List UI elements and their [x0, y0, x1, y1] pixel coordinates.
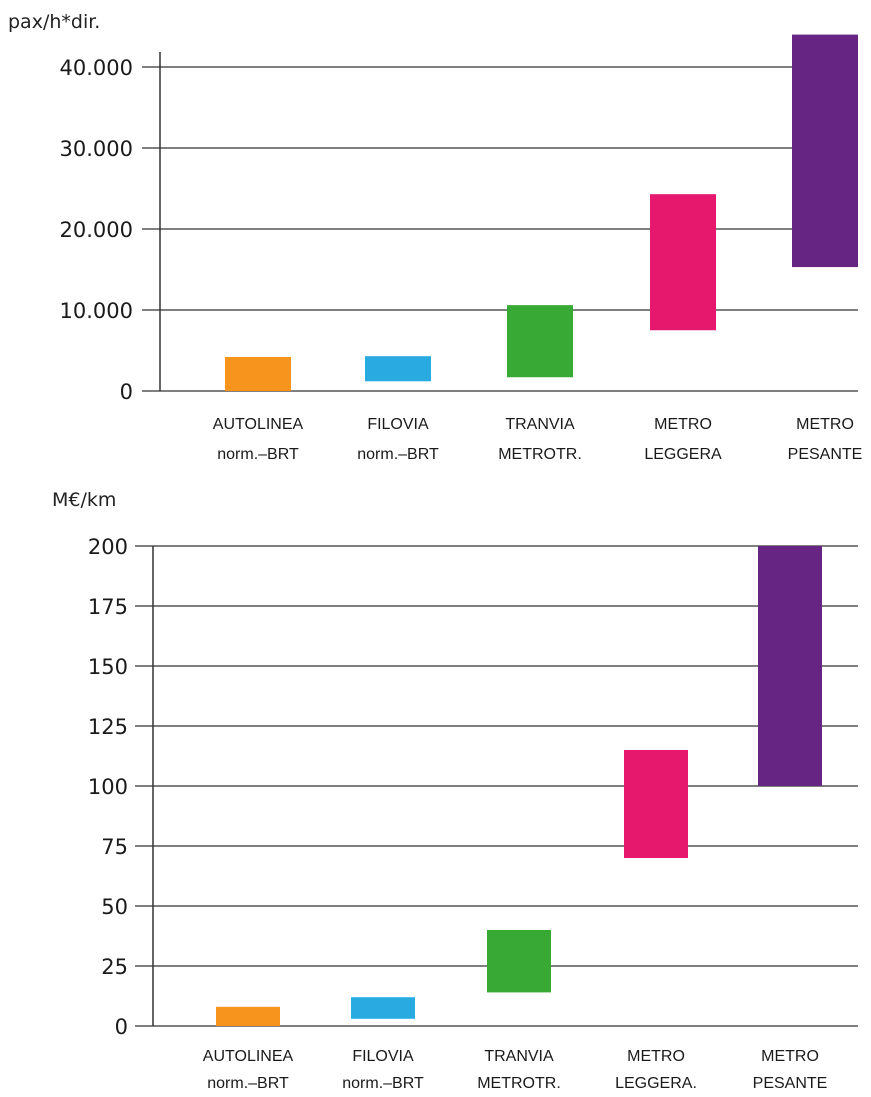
range-bar — [216, 1007, 280, 1026]
y-tick-label: 20.000 — [60, 218, 133, 242]
range-bar — [792, 35, 858, 267]
y-tick-label: 50 — [101, 895, 128, 919]
x-category-label: METRO — [654, 416, 712, 433]
range-bar — [365, 356, 431, 381]
range-bar — [650, 194, 716, 330]
y-axis-label: pax/h*dir. — [8, 11, 100, 33]
y-tick-label: 100 — [88, 775, 128, 799]
y-tick-label: 30.000 — [60, 137, 133, 161]
y-tick-label: 25 — [101, 955, 128, 979]
y-tick-label: 75 — [101, 835, 128, 859]
x-category-label: METRO — [761, 1048, 819, 1065]
x-category-sublabel: norm.–BRT — [207, 1075, 289, 1092]
range-bar — [624, 750, 688, 858]
y-tick-label: 200 — [88, 535, 128, 559]
range-bar — [351, 997, 415, 1019]
x-category-sublabel: LEGGERA. — [615, 1075, 697, 1092]
y-tick-label: 175 — [88, 595, 128, 619]
chart-1: pax/h*dir. 0 10.000 20.000 30.000 40.000 AUTOL… — [8, 11, 862, 463]
y-tick-label: 150 — [88, 655, 128, 679]
y-tick-label: 0 — [115, 1015, 128, 1039]
x-category-sublabel: PESANTE — [788, 446, 863, 463]
y-tick-label: 0 — [120, 380, 133, 404]
x-category-label: FILOVIA — [367, 416, 429, 433]
x-category-label: METRO — [627, 1048, 685, 1065]
x-category-label: METRO — [796, 416, 854, 433]
x-category-label: TRANVIA — [505, 416, 575, 433]
y-tick-label: 10.000 — [60, 299, 133, 323]
y-tick-label: 125 — [88, 715, 128, 739]
x-category-label: AUTOLINEA — [203, 1048, 294, 1065]
chart-2: M€/km 0 25 50 75 100 125 150 175 200 AUTOLINEA norm… — [52, 489, 858, 1092]
x-category-sublabel: METROTR. — [477, 1075, 561, 1092]
range-bar — [225, 357, 291, 391]
x-category-sublabel: norm.–BRT — [357, 446, 439, 463]
x-category-label: TRANVIA — [484, 1048, 554, 1065]
range-bar — [758, 546, 822, 786]
y-axis-label: M€/km — [52, 489, 116, 511]
range-bar — [487, 930, 551, 992]
x-category-label: AUTOLINEA — [213, 416, 304, 433]
x-category-sublabel: LEGGERA — [644, 446, 722, 463]
x-category-sublabel: METROTR. — [498, 446, 582, 463]
range-bar — [507, 305, 573, 377]
x-category-sublabel: norm.–BRT — [342, 1075, 424, 1092]
x-category-sublabel: PESANTE — [753, 1075, 828, 1092]
x-category-label: FILOVIA — [352, 1048, 414, 1065]
x-category-sublabel: norm.–BRT — [217, 446, 299, 463]
y-tick-label: 40.000 — [60, 56, 133, 80]
